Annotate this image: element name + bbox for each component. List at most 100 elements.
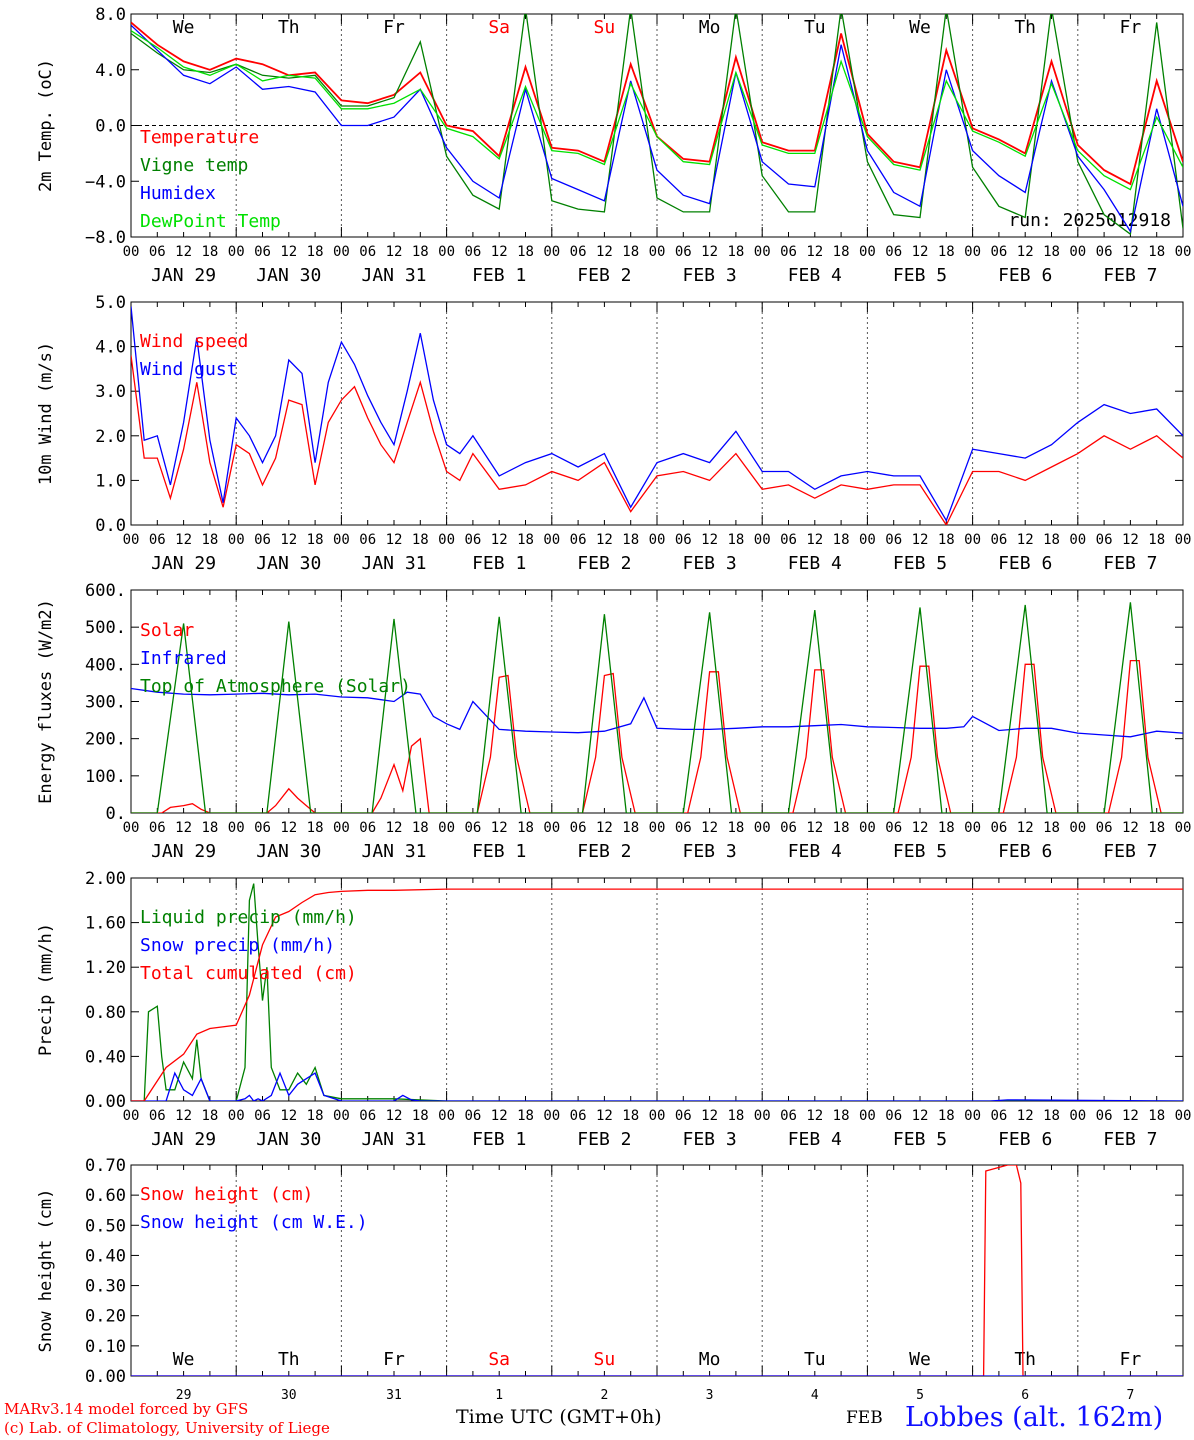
weekday-label: Fr <box>1120 1349 1142 1370</box>
weekday-label: Tu <box>804 1349 826 1370</box>
x-hour-label: 12 <box>701 244 718 260</box>
x-date-label: FEB 1 <box>472 265 526 286</box>
y-tick-label: 0.50 <box>85 1216 126 1236</box>
x-hour-label: 18 <box>727 532 744 548</box>
x-hour-label: 12 <box>175 532 192 548</box>
x-hour-label: 12 <box>912 532 929 548</box>
weekday-label: Fr <box>383 1349 405 1370</box>
x-hour-label: 00 <box>333 1108 350 1124</box>
x-hour-label: 18 <box>201 1108 218 1124</box>
x-hour-label: 06 <box>570 1108 587 1124</box>
y-tick-label: 200. <box>85 730 126 750</box>
x-hour-label: 12 <box>386 244 403 260</box>
x-date-label: FEB 4 <box>788 265 842 286</box>
x-hour-label: 00 <box>649 820 666 836</box>
x-hour-label: 00 <box>123 532 140 548</box>
x-hour-label: 00 <box>859 820 876 836</box>
x-date-label: FEB 3 <box>683 553 737 574</box>
x-date-label: JAN 30 <box>256 553 321 574</box>
x-hour-label: 18 <box>307 532 324 548</box>
x-hour-label: 12 <box>701 532 718 548</box>
y-tick-label: 0.70 <box>85 1156 126 1176</box>
x-hour-label: 06 <box>885 820 902 836</box>
x-hour-label: 18 <box>307 820 324 836</box>
x-hour-label: 18 <box>412 1108 429 1124</box>
series-group <box>131 306 1183 525</box>
x-hour-label: 00 <box>543 244 560 260</box>
x-hour-label: 06 <box>990 1108 1007 1124</box>
x-date-label: FEB 2 <box>577 841 631 862</box>
day-number-label: 6 <box>1021 1388 1029 1403</box>
x-hour-label: 00 <box>1175 820 1192 836</box>
day-number-label: 1 <box>495 1388 503 1403</box>
legend-entry: Wind gust <box>140 359 238 380</box>
weekday-label: Su <box>594 17 616 38</box>
series-line-wind-gust <box>131 306 1183 523</box>
legend-entry: Snow height (cm W.E.) <box>140 1212 368 1233</box>
x-date-label: JAN 30 <box>256 1129 321 1150</box>
y-tick-label: 1.20 <box>85 958 126 978</box>
x-hour-label: 06 <box>149 1108 166 1124</box>
x-hour-label: 00 <box>1069 1108 1086 1124</box>
x-hour-label: 12 <box>386 820 403 836</box>
y-tick-label: 0.0 <box>95 516 126 536</box>
series-line-vigne-temp <box>131 14 1183 236</box>
x-date-label: FEB 7 <box>1103 841 1157 862</box>
x-hour-label: 18 <box>307 244 324 260</box>
x-hour-label: 18 <box>727 244 744 260</box>
legend-entry: DewPoint Temp <box>140 211 281 232</box>
x-date-label: FEB 4 <box>788 841 842 862</box>
y-tick-label: 400. <box>85 655 126 675</box>
x-hour-label: 18 <box>727 820 744 836</box>
series-group <box>131 14 1183 236</box>
weekday-label: We <box>173 1349 195 1370</box>
x-hour-label: 00 <box>859 532 876 548</box>
x-date-label: JAN 31 <box>361 265 426 286</box>
x-hour-label: 12 <box>175 820 192 836</box>
x-hour-label: 06 <box>149 532 166 548</box>
x-hour-label: 00 <box>333 244 350 260</box>
x-hour-label: 18 <box>1043 532 1060 548</box>
series-group <box>131 602 1183 813</box>
x-hour-label: 00 <box>228 820 245 836</box>
x-hour-label: 00 <box>438 1108 455 1124</box>
x-hour-label: 18 <box>1148 1108 1165 1124</box>
y-tick-label: 0.40 <box>85 1047 126 1067</box>
series-line-wind-speed <box>131 355 1183 525</box>
month-label: FEB <box>846 1408 883 1428</box>
x-date-label: FEB 5 <box>893 553 947 574</box>
y-tick-label: 2.00 <box>85 869 126 889</box>
x-hour-label: 00 <box>543 1108 560 1124</box>
x-hour-label: 00 <box>123 820 140 836</box>
series-line-liquid-precip-mm-h- <box>131 883 1183 1101</box>
x-hour-label: 00 <box>228 1108 245 1124</box>
x-hour-label: 18 <box>517 820 534 836</box>
x-hour-label: 00 <box>649 244 666 260</box>
x-hour-label: 12 <box>386 532 403 548</box>
x-hour-label: 12 <box>175 1108 192 1124</box>
x-hour-label: 12 <box>596 532 613 548</box>
x-hour-label: 18 <box>938 820 955 836</box>
y-tick-label: −8.0 <box>85 228 126 248</box>
y-tick-label: 8.0 <box>95 5 126 25</box>
x-hour-label: 00 <box>123 244 140 260</box>
x-hour-label: 00 <box>964 244 981 260</box>
x-date-label: FEB 6 <box>998 841 1052 862</box>
x-hour-label: 06 <box>254 244 271 260</box>
x-hour-label: 00 <box>438 244 455 260</box>
x-hour-label: 18 <box>622 820 639 836</box>
x-hour-label: 18 <box>201 244 218 260</box>
x-hour-label: 06 <box>885 244 902 260</box>
x-hour-label: 12 <box>386 1108 403 1124</box>
y-tick-label: 100. <box>85 767 126 787</box>
y-tick-label: 300. <box>85 693 126 713</box>
x-hour-label: 06 <box>359 532 376 548</box>
x-hour-label: 12 <box>1122 532 1139 548</box>
series-line-infrared <box>131 687 1183 738</box>
y-tick-label: −4.0 <box>85 172 126 192</box>
x-hour-label: 06 <box>990 820 1007 836</box>
x-hour-label: 06 <box>149 244 166 260</box>
x-hour-label: 12 <box>491 820 508 836</box>
x-hour-label: 06 <box>570 820 587 836</box>
